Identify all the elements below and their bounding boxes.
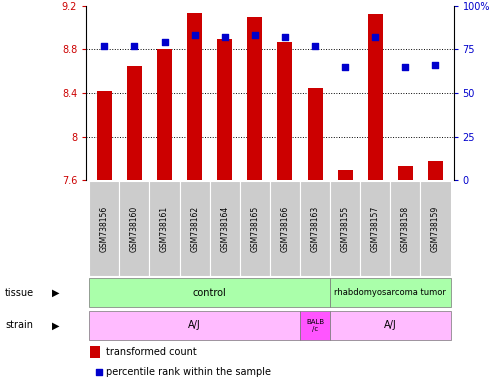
Text: ▶: ▶ <box>52 320 59 331</box>
Bar <box>368 15 383 180</box>
FancyBboxPatch shape <box>421 182 451 276</box>
Text: GSM738156: GSM738156 <box>100 205 109 252</box>
Text: A/J: A/J <box>384 320 397 331</box>
Bar <box>428 161 443 180</box>
Text: transformed count: transformed count <box>106 347 197 357</box>
Text: rhabdomyosarcoma tumor: rhabdomyosarcoma tumor <box>334 288 446 297</box>
FancyBboxPatch shape <box>89 182 119 276</box>
Bar <box>278 42 292 180</box>
Bar <box>247 17 262 180</box>
Text: strain: strain <box>5 320 33 331</box>
Text: GSM738164: GSM738164 <box>220 205 229 252</box>
Point <box>401 64 409 70</box>
FancyBboxPatch shape <box>330 278 451 308</box>
FancyBboxPatch shape <box>89 311 300 340</box>
Text: ▶: ▶ <box>52 288 59 298</box>
FancyBboxPatch shape <box>330 311 451 340</box>
Bar <box>187 13 202 180</box>
Bar <box>97 91 112 180</box>
Text: GSM738163: GSM738163 <box>311 205 319 252</box>
Text: GSM738162: GSM738162 <box>190 205 199 252</box>
Point <box>251 32 259 38</box>
Point <box>371 34 379 40</box>
Text: GSM738161: GSM738161 <box>160 205 169 252</box>
Text: GSM738157: GSM738157 <box>371 205 380 252</box>
Point <box>221 34 229 40</box>
Point <box>311 43 319 49</box>
Bar <box>217 38 232 180</box>
Text: control: control <box>193 288 227 298</box>
FancyBboxPatch shape <box>300 311 330 340</box>
Point <box>281 34 289 40</box>
Point <box>161 40 169 46</box>
Text: GSM738166: GSM738166 <box>281 205 289 252</box>
FancyBboxPatch shape <box>240 182 270 276</box>
Bar <box>308 88 322 180</box>
Text: A/J: A/J <box>188 320 201 331</box>
Bar <box>90 346 100 358</box>
FancyBboxPatch shape <box>119 182 149 276</box>
Point <box>131 43 139 49</box>
Bar <box>398 166 413 180</box>
Text: BALB
/c: BALB /c <box>306 319 324 332</box>
Bar <box>338 170 352 180</box>
Text: percentile rank within the sample: percentile rank within the sample <box>106 367 272 377</box>
FancyBboxPatch shape <box>149 182 179 276</box>
Bar <box>157 50 172 180</box>
FancyBboxPatch shape <box>330 182 360 276</box>
Text: GSM738165: GSM738165 <box>250 205 259 252</box>
Bar <box>127 66 142 180</box>
Text: GSM738159: GSM738159 <box>431 205 440 252</box>
Point <box>431 62 439 68</box>
FancyBboxPatch shape <box>210 182 240 276</box>
FancyBboxPatch shape <box>360 182 390 276</box>
Text: tissue: tissue <box>5 288 34 298</box>
Point <box>101 43 108 49</box>
Text: GSM738160: GSM738160 <box>130 205 139 252</box>
Point <box>95 369 103 375</box>
FancyBboxPatch shape <box>179 182 210 276</box>
Point <box>191 32 199 38</box>
FancyBboxPatch shape <box>270 182 300 276</box>
FancyBboxPatch shape <box>300 182 330 276</box>
Text: GSM738158: GSM738158 <box>401 205 410 252</box>
FancyBboxPatch shape <box>390 182 421 276</box>
FancyBboxPatch shape <box>89 278 330 308</box>
Point <box>341 64 349 70</box>
Text: GSM738155: GSM738155 <box>341 205 350 252</box>
